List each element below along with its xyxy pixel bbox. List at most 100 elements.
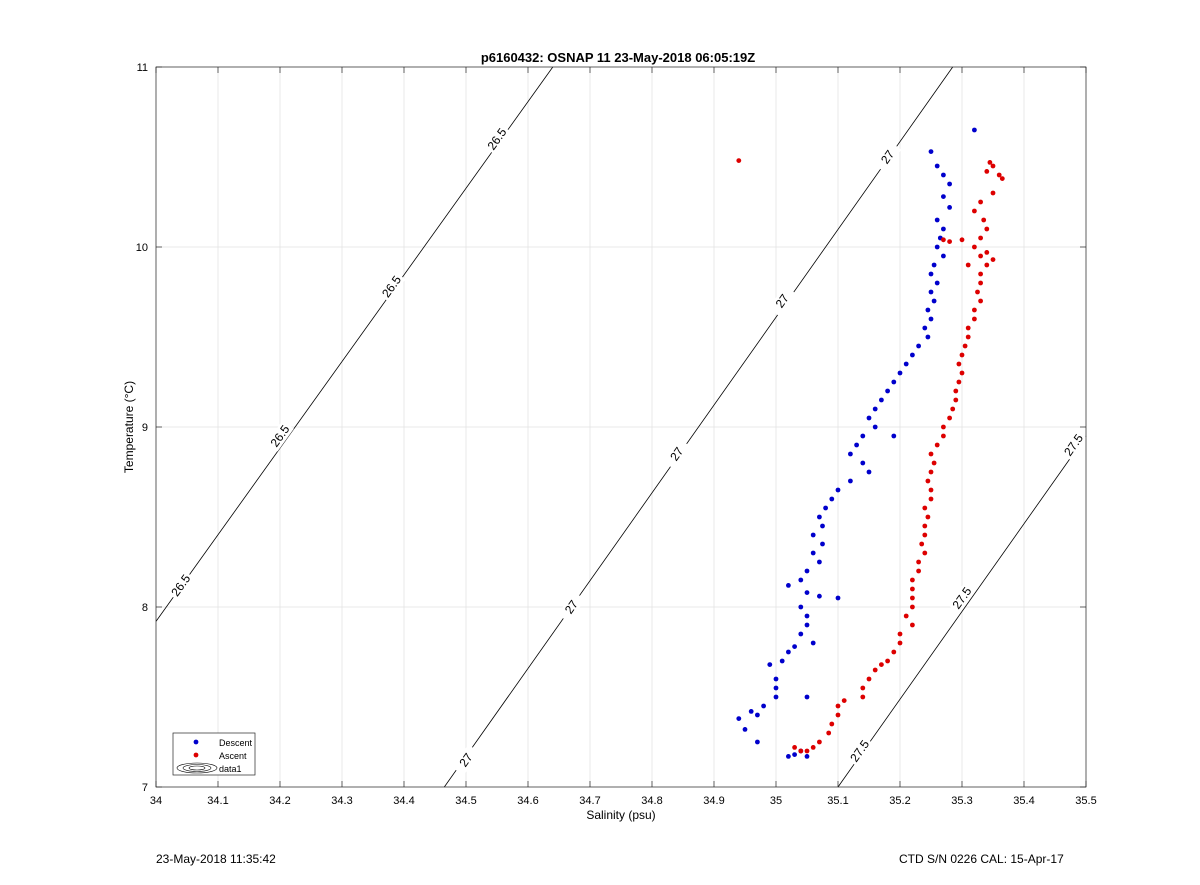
x-tick-label: 34.6 [517,795,538,807]
ascent-point [928,496,934,502]
descent-point [810,532,816,538]
x-tick-label: 34.4 [393,795,414,807]
contour-label-bg [266,420,294,452]
x-tick-label: 34.2 [269,795,290,807]
legend-label: Ascent [219,751,247,761]
y-tick-label: 10 [136,242,148,254]
descent-point [748,709,754,714]
descent-point [934,163,940,169]
descent-point [872,424,878,430]
descent-point [848,478,853,484]
ascent-point [835,703,841,709]
ascent-point [829,721,835,727]
contour-label-bg [452,744,480,776]
ascent-point [975,289,980,295]
ascent-point [941,237,946,243]
ascent-point [978,298,983,304]
ascent-point [990,163,996,169]
ascent-point [996,172,1002,178]
legend-box [172,732,256,776]
ascent-point [984,226,990,232]
descent-point [736,716,742,721]
ascent-point [841,698,847,703]
ascent-point [922,523,928,529]
descent-point [925,307,931,313]
ascent-point [965,262,971,268]
ascent-point [959,352,965,358]
ascent-point [897,631,903,637]
ascent-point [928,451,934,457]
ascent-point [792,745,797,750]
ascent-point [885,658,890,664]
ascent-point [922,550,928,556]
contour-icon [176,762,218,774]
descent-point [804,622,810,628]
ascent-point [872,667,878,673]
ascent-point [798,748,804,754]
ascent-point [956,379,962,385]
x-tick-label: 35.3 [951,795,972,807]
ascent-point [922,532,928,538]
legend-marker [193,739,199,745]
descent-point [866,469,872,475]
descent-point [829,496,835,502]
descent-point [798,631,804,637]
ascent-point [922,505,928,511]
x-tick-label: 34.5 [455,795,476,807]
ascent-point [931,460,937,466]
descent-point [910,352,915,358]
descent-point [792,644,797,649]
descent-point [860,433,866,439]
ascent-point [910,577,915,583]
descent-point [742,727,748,732]
descent-point [928,316,934,322]
x-tick-label: 35.2 [889,795,910,807]
descent-point [941,226,946,232]
ascent-point [965,334,971,340]
x-tick-label: 34.1 [207,795,228,807]
x-tick-label: 34.9 [703,795,724,807]
x-tick-label: 35.1 [827,795,848,807]
descent-point [792,752,797,757]
x-tick-label: 34.8 [641,795,662,807]
ascent-point [910,604,915,610]
ascent-point [984,169,990,174]
descent-point [767,662,773,667]
descent-point [897,370,903,376]
contour-label-bg [166,569,195,601]
descent-point [810,640,816,646]
ascent-point [947,239,952,245]
descent-point [885,388,890,394]
ascent-point [990,257,996,262]
ascent-point [953,388,959,394]
ascent-point [860,685,866,691]
ascent-point [891,649,897,655]
ascent-point [978,280,983,286]
data-series [736,127,1005,759]
ascent-point [897,640,903,646]
contour-label-bg [1059,429,1088,461]
x-tick-label: 34 [150,795,162,807]
descent-point [820,523,825,529]
ascent-point [879,662,884,667]
descent-point [804,694,810,700]
ascent-point [953,397,959,403]
contour-label-bg [377,271,406,303]
ascent-point [984,262,990,268]
descent-point [804,754,810,759]
y-axis-label: Temperature (°C) [122,381,136,473]
y-tick-label: 8 [142,602,148,614]
descent-point [786,649,791,655]
descent-point [786,754,791,759]
contour-line-27.5 [837,435,1087,788]
ascent-point [916,568,921,574]
descent-point [947,181,952,187]
ascent-point [736,158,742,164]
ascent-point [810,745,816,750]
descent-point [854,442,859,448]
contour-label-bg [483,123,511,155]
legend-marker [193,752,199,758]
chart-title: p6160432: OSNAP 11 23-May-2018 06:05:19Z [481,50,755,65]
y-tick-label: 7 [142,782,148,794]
descent-point [820,541,825,547]
